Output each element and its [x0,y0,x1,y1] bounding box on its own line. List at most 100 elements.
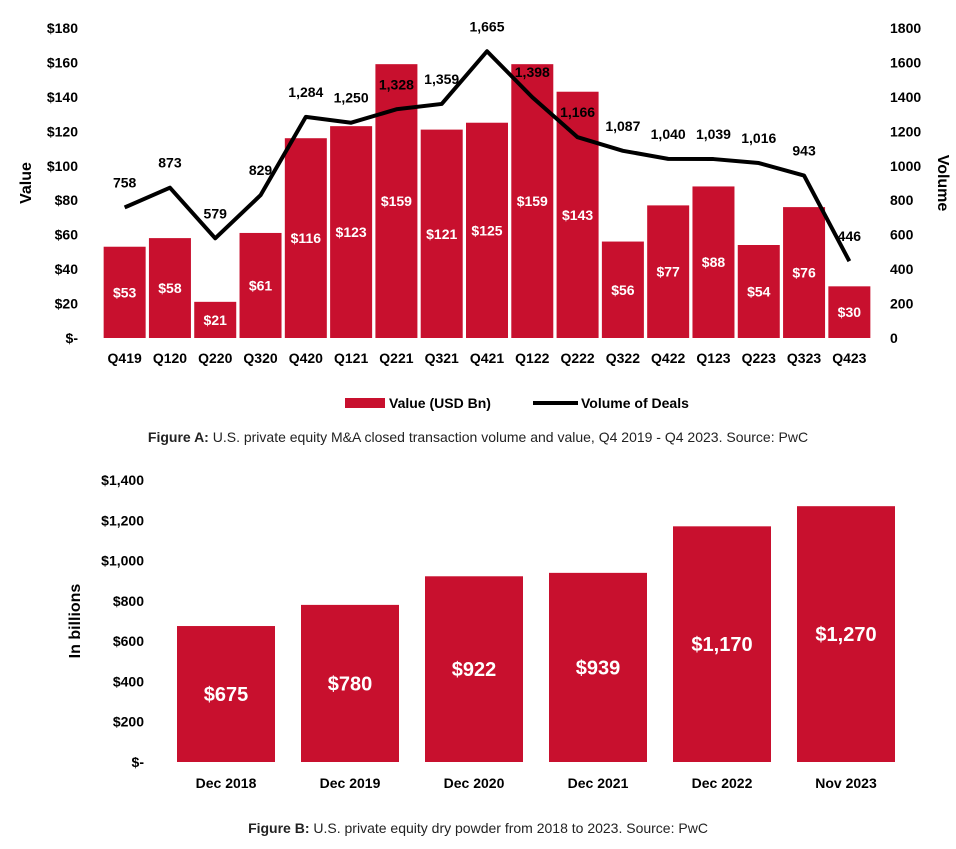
line-value-label: 873 [158,155,182,171]
bar [828,286,871,338]
line-value-label: 1,016 [741,130,776,146]
bar-value-label: $30 [838,304,862,320]
y-tick-label: $160 [47,54,78,70]
bar-value-label: $21 [204,312,228,328]
bar-value-label: $159 [517,193,548,209]
x-tick-label: Q420 [289,350,323,366]
x-tick-label: Q320 [243,350,277,366]
y-tick-label: $400 [113,673,144,689]
line-value-label: 446 [838,228,862,244]
bar-value-label: $1,170 [691,634,752,656]
legend-label-volume: Volume of Deals [581,395,689,411]
bar-value-label: $116 [291,230,322,246]
chart-a: $- $20 $40 $60 $80 $100 $120 $140 $160 $180 0 200 40… [18,18,951,411]
x-tick-label: Q322 [606,350,640,366]
bar-value-label: $159 [381,193,412,209]
bar-value-label: $77 [656,264,680,280]
line-value-label: 943 [792,143,816,159]
bar [783,207,826,338]
bar-value-label: $125 [471,222,502,238]
bar [177,626,275,762]
figure-a-caption-text: U.S. private equity M&A closed transacti… [212,429,809,445]
x-tick-label: Q223 [742,350,776,366]
bar [797,506,895,762]
x-tick-label: Dec 2021 [568,775,629,791]
bar [601,241,644,338]
y2-tick-label: 1000 [890,158,921,174]
y-tick-label: $120 [47,123,78,139]
figure-a-label: Figure A: [147,429,209,445]
bar-value-label: $1,270 [815,624,876,646]
legend-label-value: Value (USD Bn) [389,395,491,411]
figure-b-caption-text: U.S. private equity dry powder from 2018… [313,820,708,836]
x-tick-label: Q422 [651,350,685,366]
line-value-label: 1,087 [605,118,640,134]
line-value-label: 1,328 [379,76,414,92]
y2-tick-label: 1800 [890,20,921,36]
x-tick-label: Q221 [379,350,413,366]
x-tick-label: Dec 2018 [196,775,257,791]
y-tick-label: $- [132,754,145,770]
x-tick-label: Q323 [787,350,821,366]
line-value-label: 1,359 [424,71,459,87]
y-tick-label: $40 [55,261,79,277]
x-tick-label: Dec 2019 [320,775,381,791]
y-tick-label: $80 [55,192,79,208]
x-tick-label: Q220 [198,350,232,366]
y2-tick-label: 800 [890,192,914,208]
line-value-label: 1,665 [469,18,504,34]
y2-tick-label: 200 [890,296,914,312]
bar [647,205,690,338]
line-value-label: 1,040 [651,126,686,142]
y-tick-label: $100 [47,158,78,174]
line-value-label: 1,039 [696,126,731,142]
bar-value-label: $939 [576,657,621,679]
y2-tick-label: 1400 [890,89,921,105]
bar-value-label: $780 [328,673,373,695]
x-tick-label: Q222 [560,350,594,366]
x-tick-label: Q122 [515,350,549,366]
y-tick-label: $1,400 [101,472,144,488]
figure-b-caption: Figure B: U.S. private equity dry powder… [0,820,956,836]
x-tick-label: Dec 2020 [444,775,505,791]
x-tick-label: Nov 2023 [815,775,877,791]
y2-tick-label: 600 [890,227,914,243]
y-tick-label: $800 [113,593,144,609]
bar-value-label: $56 [611,282,635,298]
y-tick-label: $- [66,330,79,346]
y-tick-label: $200 [113,714,144,730]
x-tick-label: Q120 [153,350,187,366]
x-tick-label: Dec 2022 [692,775,753,791]
bar-value-label: $76 [792,265,816,281]
line-value-label: 1,166 [560,104,595,120]
y2-axis-title: Volume [934,155,951,212]
x-tick-label: Q123 [696,350,730,366]
bar [284,138,327,338]
line-value-label: 829 [249,162,273,178]
bar [466,122,508,338]
x-tick-label: Q419 [108,350,142,366]
bar-value-label: $88 [702,254,726,270]
line-value-label: 1,398 [515,64,550,80]
bar-value-label: $61 [249,277,273,293]
y-axis-title: Value [18,162,35,204]
bar [330,126,373,339]
y2-tick-label: 1600 [890,54,921,70]
x-tick-label: Q121 [334,350,368,366]
figure-a-caption: Figure A: U.S. private equity M&A closed… [0,429,956,445]
y-tick-label: $1,200 [101,512,144,528]
line-value-label: 1,284 [288,84,323,100]
chart-b: $- $200 $400 $600 $800 $1,000 $1,200 $1,400 In b… [67,472,895,791]
y-tick-label: $140 [47,89,78,105]
bar [549,572,647,762]
legend-swatch-value [345,398,385,408]
line-value-label: 579 [204,205,228,221]
bar [425,576,523,762]
y-tick-label: $20 [55,296,79,312]
line-value-label: 1,250 [334,90,369,106]
x-tick-label: Q421 [470,350,504,366]
bar [673,526,771,762]
y-tick-label: $60 [55,227,79,243]
figure-b-label: Figure B: [248,820,310,836]
